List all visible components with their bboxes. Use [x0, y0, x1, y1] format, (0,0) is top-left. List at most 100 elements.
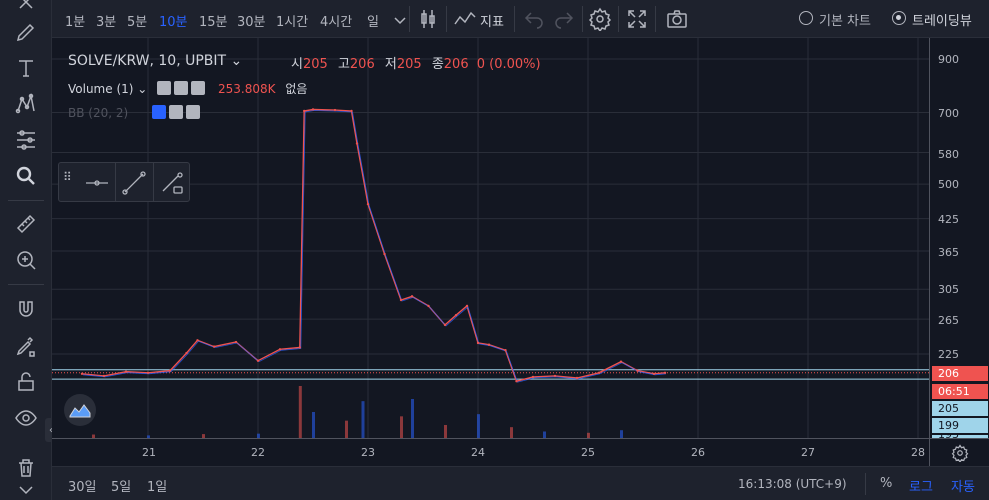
- chart-pane[interactable]: [52, 38, 929, 438]
- axis-settings-gear-icon[interactable]: [929, 438, 989, 466]
- timeframe-10m[interactable]: 10분: [159, 15, 188, 30]
- time-tick: 23: [361, 446, 375, 459]
- log-toggle[interactable]: 로그: [909, 480, 933, 495]
- timeframe-4h[interactable]: 4시간: [320, 15, 353, 30]
- price-point: [185, 351, 188, 355]
- lock-drawing-icon[interactable]: [6, 328, 46, 364]
- time-tick: 28: [911, 446, 925, 459]
- candlestick-icon[interactable]: [416, 7, 440, 31]
- trash-icon[interactable]: [6, 450, 46, 486]
- basic-chart-label[interactable]: 기본 차트: [819, 14, 871, 29]
- redo-icon[interactable]: [552, 7, 576, 31]
- brush-icon[interactable]: [6, 14, 46, 50]
- symbol-title[interactable]: SOLVE/KRW, 10, UPBIT: [68, 53, 227, 69]
- price-point: [124, 370, 128, 373]
- range-1d[interactable]: 1일: [147, 480, 168, 495]
- indicators-icon[interactable]: [453, 7, 477, 31]
- time-tick: 27: [801, 446, 815, 459]
- screenshot-camera-icon[interactable]: [665, 7, 689, 31]
- time-tick: 21: [142, 446, 156, 459]
- price-point: [410, 295, 414, 298]
- range-5d[interactable]: 5일: [111, 480, 132, 495]
- price-point: [102, 374, 106, 378]
- timeframe-day[interactable]: 일: [367, 15, 379, 30]
- legend-ohlc: 시205 고206 저205 종206 0 (0.00%): [291, 53, 541, 72]
- visibility-eye-icon[interactable]: [152, 105, 167, 119]
- timeframe-1m[interactable]: 1분: [65, 15, 86, 30]
- zoom-in-icon[interactable]: [6, 242, 46, 278]
- price-line: [81, 108, 666, 383]
- timeframe-3m[interactable]: 3분: [96, 15, 117, 30]
- trend-line-icon[interactable]: [116, 165, 152, 201]
- search-icon[interactable]: [6, 158, 46, 194]
- settings-gear-icon[interactable]: [174, 81, 189, 95]
- undo-icon[interactable]: [522, 7, 546, 31]
- volume-chevron-icon[interactable]: ⌄: [137, 82, 148, 96]
- legend-main: SOLVE/KRW, 10, UPBIT ⌄: [68, 53, 242, 69]
- clock[interactable]: 16:13:08 (UTC+9): [738, 477, 847, 491]
- tradingview-logo-icon[interactable]: [64, 394, 96, 426]
- time-tick: 24: [471, 446, 485, 459]
- price-chart[interactable]: [52, 38, 929, 438]
- symbol-chevron-icon[interactable]: ⌄: [230, 53, 243, 69]
- low-value: 205: [396, 57, 422, 72]
- price-point: [504, 349, 507, 352]
- volume-bar: [620, 430, 623, 438]
- pattern-tool-icon[interactable]: [6, 86, 46, 122]
- floating-drawing-toolbar[interactable]: ⠿: [58, 162, 190, 202]
- auto-toggle[interactable]: 자동: [951, 480, 975, 495]
- volume-bar: [345, 420, 348, 438]
- volume-label[interactable]: Volume (1): [68, 82, 134, 96]
- timeframe-5m[interactable]: 5분: [127, 15, 148, 30]
- price-point: [663, 371, 667, 374]
- chevron-down-icon[interactable]: [6, 472, 46, 500]
- close-icon[interactable]: [191, 81, 206, 95]
- price-point: [487, 343, 491, 346]
- tradingview-label[interactable]: 트레이딩뷰: [912, 14, 972, 29]
- price-point: [531, 375, 535, 379]
- percent-toggle[interactable]: %: [880, 476, 893, 491]
- price-point: [515, 380, 518, 383]
- visibility-eye-icon[interactable]: [157, 81, 172, 95]
- close-label: 종: [431, 57, 444, 72]
- volume-value: 253.808K: [218, 82, 276, 96]
- price-point: [399, 298, 403, 302]
- close-icon[interactable]: [186, 105, 201, 119]
- trend-line-variant-icon[interactable]: [154, 165, 190, 201]
- drag-handle-icon[interactable]: ⠿: [63, 170, 72, 184]
- legend-bb: BB (20, 2): [68, 105, 203, 120]
- settings-gear-icon[interactable]: [169, 105, 184, 119]
- time-axis[interactable]: 21 22 23 24 25 26 27 28: [52, 438, 929, 466]
- settings-gear-icon[interactable]: [588, 7, 612, 33]
- bottom-bar: 30일 5일 1일 16:13:08 (UTC+9) % 로그 자동: [52, 466, 989, 500]
- volume-extra: 없음: [285, 82, 308, 96]
- volume-bar: [298, 386, 302, 438]
- chevron-down-icon[interactable]: [388, 8, 412, 32]
- horizontal-ray-icon[interactable]: [79, 165, 115, 201]
- price-point: [443, 323, 447, 327]
- bb-label[interactable]: BB (20, 2): [68, 106, 129, 120]
- price-point: [619, 360, 623, 363]
- timeframe-30m[interactable]: 30분: [237, 15, 266, 30]
- range-30d[interactable]: 30일: [68, 480, 97, 495]
- cursor-icon[interactable]: [6, 0, 46, 22]
- indicators-label[interactable]: 지표: [480, 15, 504, 30]
- basic-chart-radio[interactable]: [799, 11, 813, 25]
- bb-lower-badge: 199: [932, 418, 988, 433]
- volume-bar: [444, 425, 447, 438]
- forecast-tool-icon[interactable]: [6, 122, 46, 158]
- tradingview-radio[interactable]: [892, 11, 906, 25]
- volume-bar: [312, 412, 315, 438]
- price-axis[interactable]: 900 700 580 500 425 365 305 265 225 206 …: [929, 38, 989, 438]
- text-tool-icon[interactable]: [6, 50, 46, 86]
- fullscreen-icon[interactable]: [625, 7, 649, 31]
- ruler-icon[interactable]: [6, 206, 46, 242]
- magnet-icon[interactable]: [6, 292, 46, 328]
- eye-icon[interactable]: [6, 400, 46, 436]
- timeframe-15m[interactable]: 15분: [199, 15, 228, 30]
- price-point: [454, 314, 458, 317]
- price-point: [146, 371, 150, 374]
- unlock-icon[interactable]: [6, 364, 46, 400]
- timeframe-1h[interactable]: 1시간: [276, 15, 309, 30]
- price-point: [80, 372, 84, 376]
